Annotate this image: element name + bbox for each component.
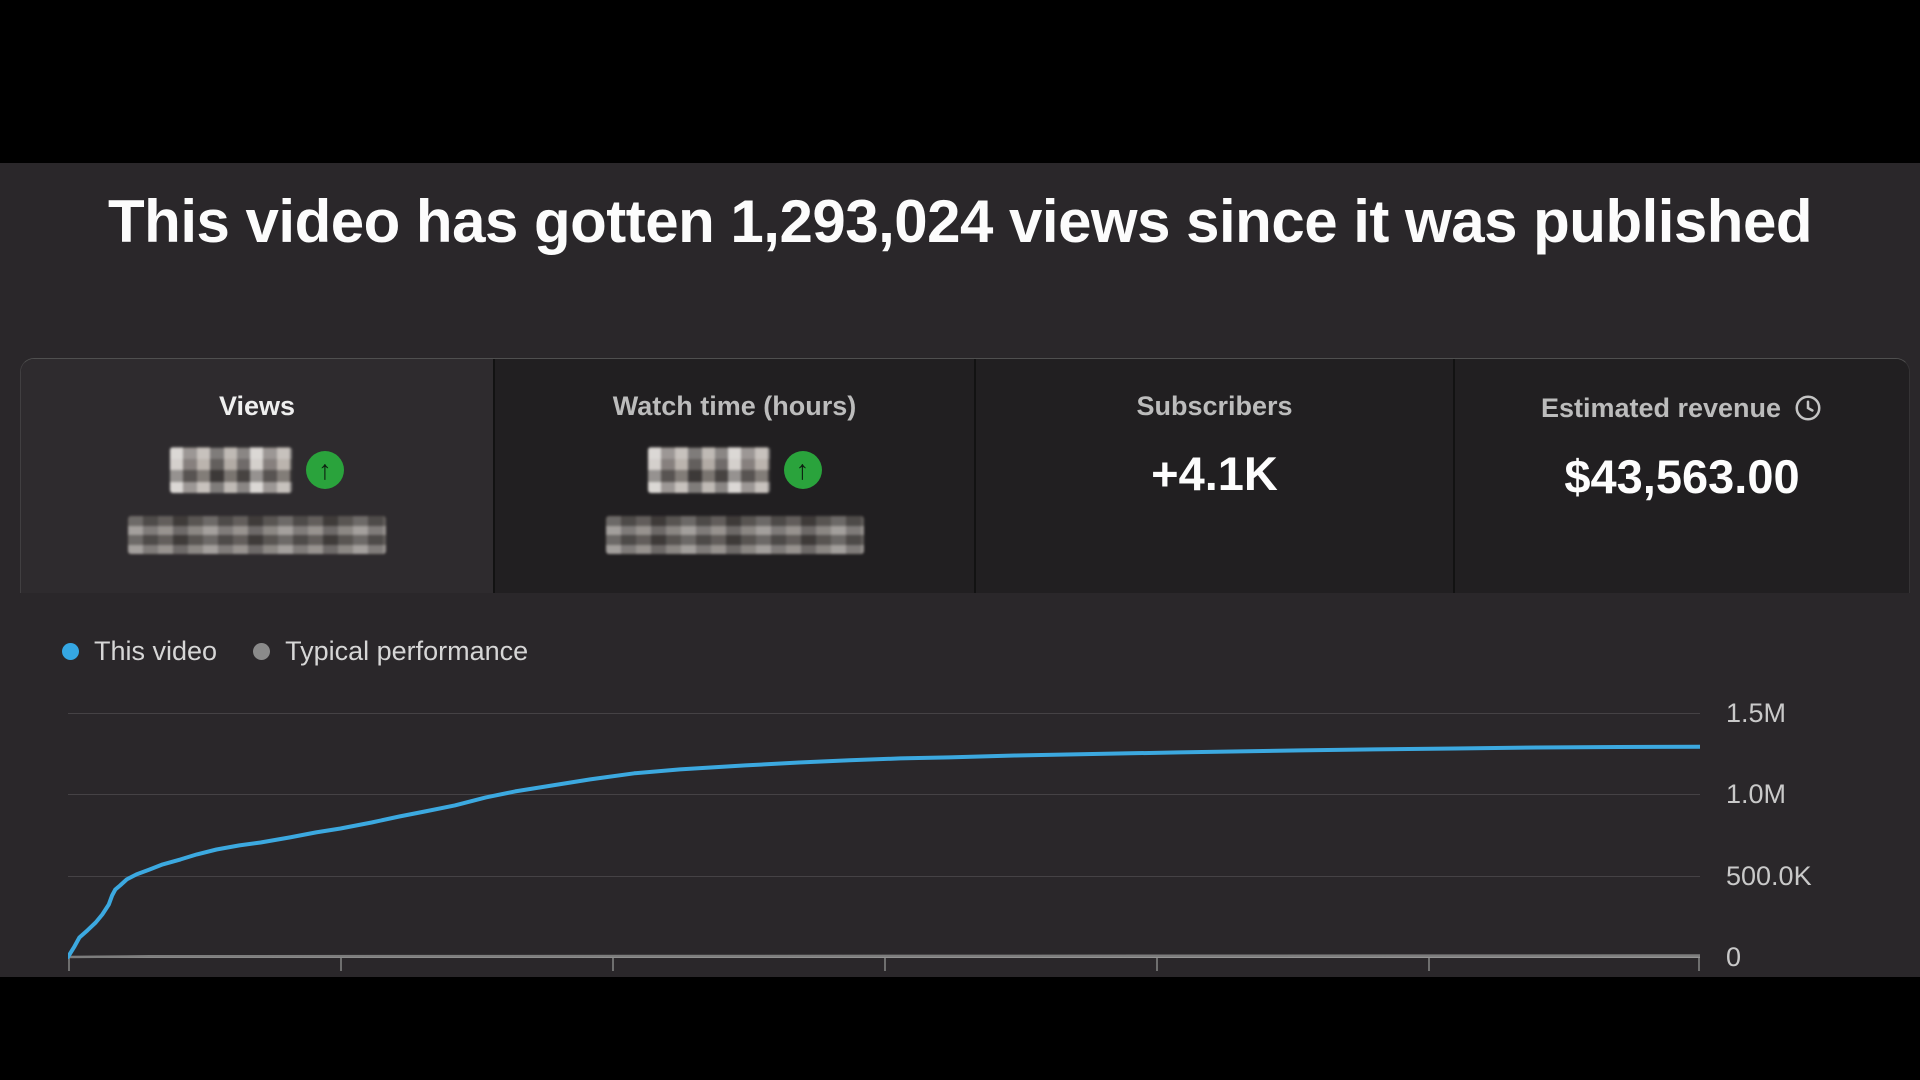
headline: This video has gotten 1,293,024 views si… xyxy=(108,188,1812,255)
x-tick xyxy=(340,958,342,971)
y-tick-label: 1.0M xyxy=(1726,779,1787,809)
gridline xyxy=(68,713,1700,714)
chart-series-svg xyxy=(68,744,1700,959)
y-tick-label: 1.5M xyxy=(1726,698,1787,728)
x-tick xyxy=(884,958,886,971)
y-tick-label: 0 xyxy=(1726,942,1742,972)
x-tick xyxy=(1156,958,1158,971)
series-this-video xyxy=(68,744,1700,959)
y-axis-labels: 1.5M 1.0M 500.0K 0 xyxy=(1726,698,1896,992)
views-label: Views xyxy=(218,391,296,421)
estimated-revenue-label: Estimated revenue xyxy=(1540,392,1782,423)
views-line-chart[interactable] xyxy=(68,700,1700,992)
tab-views[interactable]: Views ↑ xyxy=(21,359,495,593)
series-typical-performance xyxy=(68,954,1700,959)
tab-subscribers[interactable]: Subscribers +4.1K xyxy=(976,359,1455,593)
analytics-panel: This video has gotten 1,293,024 views si… xyxy=(0,163,1920,977)
trend-up-icon: ↑ xyxy=(783,451,822,489)
clock-icon[interactable] xyxy=(1793,393,1823,423)
watch-time-label: Watch time (hours) xyxy=(612,391,857,421)
gridline xyxy=(68,876,1700,877)
chart-legend: This video Typical performance xyxy=(62,636,528,667)
x-tick xyxy=(68,958,70,971)
gridline xyxy=(68,794,1700,795)
legend-item-typical-performance: Typical performance xyxy=(253,636,528,667)
watch-time-comparison-redacted xyxy=(605,516,864,554)
this-video-dot-icon xyxy=(62,643,79,660)
trend-up-icon: ↑ xyxy=(306,451,344,489)
subscribers-value: +4.1K xyxy=(1151,447,1278,500)
legend-label: This video xyxy=(94,636,218,666)
tab-estimated-revenue[interactable]: Estimated revenue $43,563.00 xyxy=(1455,359,1909,593)
x-tick xyxy=(1428,958,1430,971)
y-tick-label: 500.0K xyxy=(1726,861,1812,891)
estimated-revenue-value: $43,563.00 xyxy=(1564,450,1800,503)
metric-tabs: Views ↑ Watch time (hours) ↑ Subscribers… xyxy=(20,358,1910,593)
legend-item-this-video: This video xyxy=(62,636,217,667)
typical-performance-dot-icon xyxy=(253,643,271,660)
x-tick xyxy=(1698,958,1700,971)
x-tick xyxy=(612,958,614,971)
watch-time-value-redacted xyxy=(647,447,770,493)
views-comparison-redacted xyxy=(128,516,386,554)
legend-label: Typical performance xyxy=(285,636,529,666)
subscribers-label: Subscribers xyxy=(1136,391,1293,421)
views-value-redacted xyxy=(170,447,292,493)
tab-watch-time[interactable]: Watch time (hours) ↑ xyxy=(495,359,976,593)
